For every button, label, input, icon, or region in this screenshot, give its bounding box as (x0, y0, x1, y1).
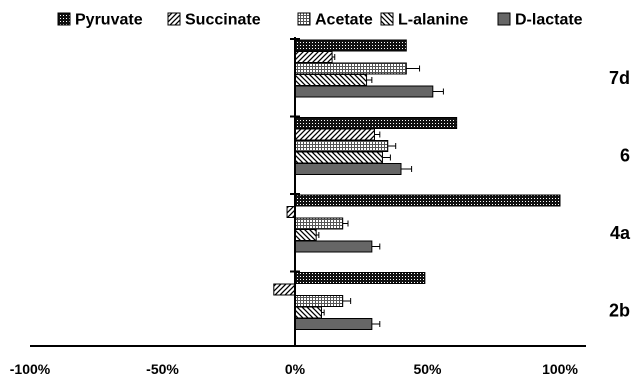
error-bar-l-alanine-4a (316, 232, 320, 238)
bar-l-alanine-6 (294, 151, 383, 164)
error-bar-succinate-6 (374, 131, 381, 138)
legend-swatch-succinate (167, 12, 181, 26)
error-bar-l-alanine-7d (366, 77, 373, 83)
x-tick-label: -100% (10, 361, 51, 377)
x-tick-label: 0% (285, 361, 306, 377)
x-tick-label: -50% (146, 361, 179, 377)
category-label-4a: 4a (610, 223, 631, 243)
x-tick-label: 50% (413, 361, 442, 377)
bar-pyruvate-2b (294, 272, 426, 284)
legend-label-succinate: Succinate (185, 12, 261, 29)
category-label-6: 6 (620, 145, 630, 165)
error-bar-d-lactate-4a (371, 243, 381, 250)
bar-d-lactate-6 (294, 163, 402, 175)
bar-pyruvate-4a (294, 194, 561, 207)
bar-d-lactate-4a (294, 240, 373, 253)
category-label-7d: 7d (609, 68, 630, 88)
legend-swatch-acetate (297, 12, 311, 26)
legend-label-acetate: Acetate (315, 12, 373, 29)
bar-acetate-4a (294, 217, 344, 230)
error-bar-l-alanine-2b (321, 309, 325, 316)
error-bar-succinate-7d (332, 54, 336, 60)
bar-acetate-7d (294, 62, 407, 75)
legend-label-pyruvate: Pyruvate (75, 12, 143, 29)
legend-swatch-l-alanine (380, 12, 394, 26)
error-bar-acetate-6 (387, 143, 397, 149)
bar-l-alanine-2b (294, 306, 322, 319)
category-label-2b: 2b (609, 300, 630, 320)
bar-succinate-7d (294, 51, 333, 63)
error-bar-acetate-4a (342, 220, 349, 227)
bar-acetate-2b (294, 295, 344, 307)
bar-pyruvate-7d (294, 39, 407, 52)
bar-l-alanine-4a (294, 229, 317, 241)
labels-group: -100% -50% 0% 50% 100% 7d 6 4a 2b (10, 68, 631, 377)
error-bar-acetate-7d (406, 65, 421, 72)
bar-succinate-4a (286, 206, 296, 218)
bar-acetate-6 (294, 140, 389, 152)
bars-group (273, 39, 561, 330)
legend-label-l-alanine: L-alanine (398, 12, 468, 29)
chart-legend: Pyruvate Succinate Acetate L-alanine D-lacta… (57, 12, 583, 29)
bar-succinate-2b (273, 283, 296, 296)
bar-d-lactate-7d (294, 85, 434, 98)
legend-label-d-lactate: D-lactate (515, 12, 583, 29)
axes-group (30, 37, 586, 347)
legend-swatch-pyruvate (57, 12, 71, 26)
error-bar-d-lactate-7d (432, 88, 444, 95)
bar-d-lactate-2b (294, 318, 373, 330)
bar-succinate-6 (294, 128, 375, 141)
bar-l-alanine-7d (294, 74, 368, 86)
error-bar-d-lactate-6 (401, 166, 413, 172)
x-tick-label: 100% (542, 361, 578, 377)
legend-swatch-d-lactate (497, 12, 511, 26)
error-bar-l-alanine-6 (382, 154, 391, 161)
error-bar-acetate-2b (342, 298, 352, 304)
error-bar-d-lactate-2b (371, 321, 381, 327)
bar-pyruvate-6 (294, 117, 458, 129)
